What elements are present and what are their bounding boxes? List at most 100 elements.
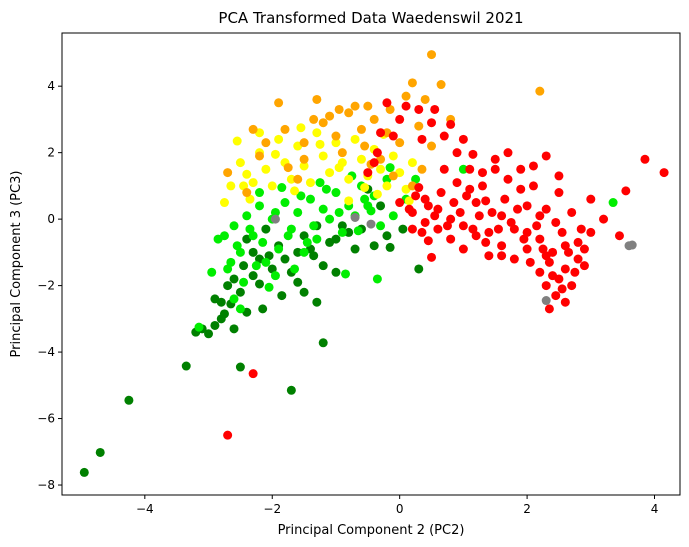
data-point [484,227,494,237]
data-point [312,234,322,244]
data-point [376,201,386,211]
data-point [280,124,290,134]
data-point [223,168,233,178]
data-point [471,198,481,208]
data-point [274,98,284,108]
data-point [624,241,634,251]
data-point [599,214,609,224]
data-point [404,204,414,214]
data-point [548,271,558,281]
data-point [395,198,405,208]
data-point [286,385,296,395]
data-point [430,104,440,114]
data-point [235,304,245,314]
data-point [226,257,236,267]
data-point [350,244,360,254]
data-point [204,329,214,339]
data-point [382,231,392,241]
data-point [331,267,341,277]
data-point [414,104,424,114]
data-point [267,181,277,191]
data-point [395,138,405,148]
data-point [554,188,564,198]
data-point [219,309,229,319]
data-point [318,261,328,271]
data-point [369,241,379,251]
data-point [388,211,398,221]
data-point [516,164,526,174]
data-point [442,221,452,231]
data-point [608,198,618,208]
data-point [614,231,624,241]
data-point [411,191,421,201]
data-point [541,251,551,261]
data-point [560,264,570,274]
data-point [509,254,519,264]
data-point [414,183,424,193]
data-point [356,124,366,134]
data-point [433,224,443,234]
data-point [535,267,545,277]
data-point [264,282,274,292]
data-point [344,108,354,118]
data-point [541,151,551,161]
data-point [309,251,319,261]
data-point [579,261,589,271]
data-point [219,198,229,208]
data-point [360,141,370,151]
data-point [325,214,335,224]
data-point [398,224,408,234]
data-point [468,224,478,234]
data-point [385,163,395,173]
data-point [423,201,433,211]
data-point [334,163,344,173]
data-point [395,114,405,124]
data-point [640,154,650,164]
data-point [541,281,551,291]
data-point [544,304,554,314]
points-layer [79,50,669,477]
data-point [659,168,669,178]
data-point [344,196,354,206]
data-point [541,204,551,214]
data-point [223,281,233,291]
data-point [586,194,596,204]
data-point [315,139,325,149]
data-point [79,467,89,477]
data-point [248,247,258,257]
data-point [350,212,360,222]
data-point [503,148,513,158]
data-point [551,291,561,301]
data-point [242,211,252,221]
data-point [248,271,258,281]
data-point [261,224,271,234]
data-point [439,164,449,174]
data-point [242,188,252,198]
y-tick-label: −6 [37,412,55,426]
data-point [487,207,497,217]
data-point [305,194,315,204]
data-point [497,241,507,251]
data-point [407,224,417,234]
x-ticks: −4 −2 0 2 4 [136,495,658,516]
data-point [376,128,386,138]
data-point [331,138,341,148]
data-point [312,297,322,307]
x-tick-label: −2 [263,502,281,516]
data-point [481,196,491,206]
data-point [497,211,507,221]
data-point [376,221,386,231]
data-point [576,224,586,234]
data-point [337,221,347,231]
data-point [586,227,596,237]
data-point [404,196,414,206]
data-point [350,101,360,111]
data-point [258,304,268,314]
data-point [372,274,382,284]
data-point [210,320,220,330]
data-point [248,178,258,188]
x-tick-label: 4 [651,502,659,516]
data-point [223,430,233,440]
data-point [458,221,468,231]
data-point [360,183,370,193]
